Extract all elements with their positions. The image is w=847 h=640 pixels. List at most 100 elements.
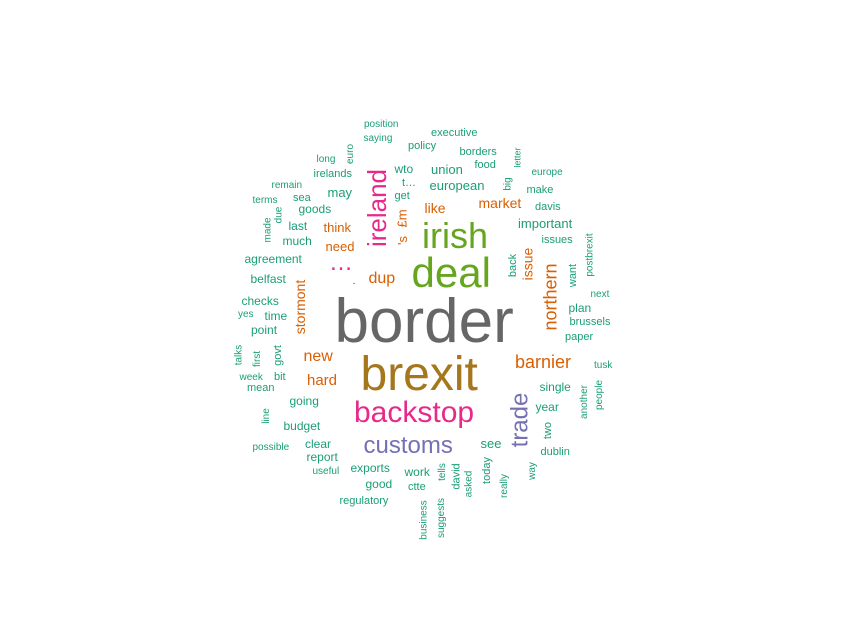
word-paper-51: paper (565, 330, 594, 343)
word-budget-38: budget (283, 419, 321, 433)
word-make-54: make (526, 183, 554, 196)
word-way-88: way (526, 462, 538, 480)
word-two-89: two (541, 421, 554, 439)
word-year-47: year (535, 400, 559, 414)
word-sea-69: sea (293, 191, 311, 204)
word-next-93: next (590, 289, 610, 300)
word-tells-84: tells (436, 463, 448, 481)
word-useful-80: useful (312, 466, 340, 477)
word-agreement-27: agreement (244, 252, 302, 266)
word-backstop-4: backstop (354, 396, 475, 429)
word-symbol-99: - (352, 277, 356, 288)
word-going-37: going (289, 394, 319, 408)
word-good-42: good (365, 477, 393, 491)
word-yes-73: yes (238, 309, 254, 320)
word-exports-41: exports (350, 461, 390, 475)
word-northern-10: northern (540, 263, 561, 331)
word-see-26: see (480, 435, 502, 451)
word-important-22: important (518, 215, 573, 231)
word-dublin-48: dublin (540, 445, 570, 458)
word-irelands-65: irelands (313, 167, 353, 180)
word-symbol-8: … (329, 249, 353, 276)
word-position-60: position (364, 119, 399, 130)
word-last-29: last (288, 219, 308, 233)
word-another-90: another (578, 385, 590, 419)
word-clear-39: clear (305, 437, 332, 451)
word-think-18: think (323, 219, 351, 235)
word-regulatory-43: regulatory (339, 494, 389, 507)
word-postbrexit-95: postbrexit (584, 233, 596, 277)
word-irish-3: irish (422, 215, 489, 256)
word-food-57: food (474, 158, 496, 171)
word-like-17: like (424, 200, 446, 216)
word-checks-32: checks (241, 294, 279, 308)
word-remain-68: remain (271, 180, 303, 191)
word-belfast-31: belfast (250, 272, 286, 286)
word-single-46: single (539, 380, 571, 394)
word-ctte-45: ctte (408, 480, 426, 493)
word-due-71: due (272, 206, 284, 224)
word-asked-83: asked (462, 470, 474, 498)
word-report-40: report (306, 450, 338, 464)
word-wto-62: wto (394, 162, 414, 176)
word-tusk-92: tusk (594, 360, 613, 371)
word-today-86: today (480, 456, 493, 484)
word-much-30: much (282, 234, 312, 248)
word-brexit-1: brexit (360, 348, 478, 401)
word-new-12: new (303, 348, 333, 365)
word-trade-7: trade (505, 392, 533, 448)
word-saying-61: saying (363, 133, 393, 144)
word-executive-59: executive (431, 126, 478, 139)
word-europe-55: europe (531, 167, 563, 178)
word-need-19: need (325, 238, 355, 254)
word-brussels-50: brussels (569, 315, 611, 328)
word-work-44: work (404, 465, 430, 479)
word-first-75: first (252, 350, 264, 368)
word-market-15: market (478, 195, 522, 211)
word-business-81: business (418, 500, 430, 540)
word-suggests-82: suggests (436, 497, 448, 539)
word-policy-58: policy (408, 139, 437, 152)
word-stormont-14: stormont (292, 279, 309, 335)
word-long-66: long (316, 154, 336, 165)
word-want-94: want (566, 263, 579, 287)
word-may-25: may (327, 184, 353, 200)
word-dup-11: dup (368, 270, 396, 287)
word-possible-79: possible (252, 442, 290, 453)
word-people-91: people (594, 379, 606, 411)
word-union-23: union (431, 161, 463, 177)
word-terms-70: terms (252, 195, 278, 206)
word-s-20: 's (394, 235, 410, 245)
word-davis-53: davis (535, 200, 561, 213)
word-deal-2: deal (411, 249, 491, 296)
word-ireland-6: ireland (362, 168, 393, 248)
word-line-78: line (260, 408, 272, 424)
word-made-72: made (262, 217, 274, 243)
word-issue-16: issue (518, 247, 535, 281)
word-get-64: get (394, 189, 410, 202)
word-letter-98: letter (512, 146, 523, 168)
word-mean-77: mean (247, 381, 275, 394)
word-m-21: £m (394, 208, 410, 228)
word-t-63: t… (402, 176, 417, 189)
word-border-0: border (334, 287, 514, 356)
word-barnier-9: barnier (515, 352, 572, 372)
word-borders-56: borders (459, 145, 497, 158)
word-euro-67: euro (345, 143, 357, 165)
word-govt-35: govt (271, 344, 284, 366)
word-bit-36: bit (274, 370, 286, 383)
word-really-87: really (498, 474, 510, 498)
word-hard-13: hard (307, 371, 338, 389)
word-plan-49: plan (568, 301, 592, 315)
word-european-24: european (429, 177, 485, 193)
word-point-34: point (251, 323, 278, 337)
word-goods-28: goods (298, 202, 332, 216)
word-week-76: week (239, 372, 263, 383)
word-big-97: big (502, 177, 514, 191)
word-customs-5: customs (363, 432, 453, 459)
word-talks-74: talks (232, 344, 244, 366)
word-issues-52: issues (541, 233, 573, 246)
word-time-33: time (264, 309, 288, 323)
word-david-85: david (450, 462, 463, 490)
